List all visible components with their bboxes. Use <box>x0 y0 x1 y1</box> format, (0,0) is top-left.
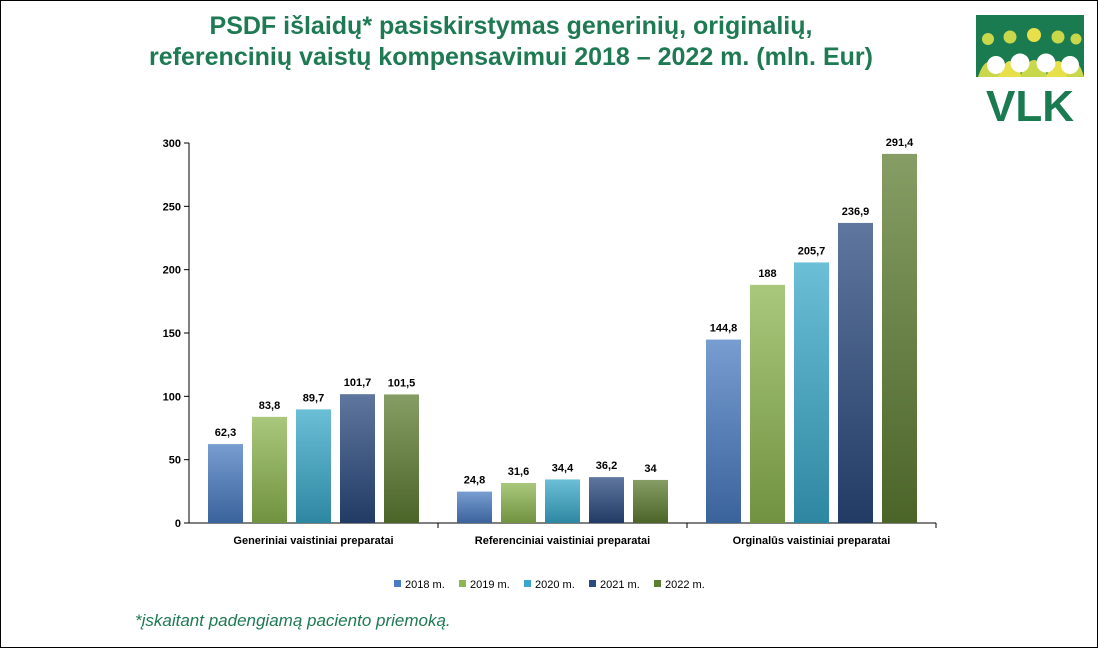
bar <box>501 482 536 523</box>
bar <box>706 339 741 523</box>
bar <box>633 479 668 523</box>
bar <box>838 222 873 523</box>
x-category-label: Generiniai vaistiniai preparatai <box>233 535 393 547</box>
y-tick-label: 250 <box>163 201 181 213</box>
legend-label: 2019 m. <box>470 579 510 591</box>
y-tick-label: 150 <box>163 328 181 340</box>
data-label: 205,7 <box>798 245 826 257</box>
data-label: 62,3 <box>215 427 236 439</box>
data-label: 36,2 <box>596 460 617 472</box>
y-tick-label: 100 <box>163 391 181 403</box>
bar <box>545 479 580 523</box>
chart-title: PSDF išlaidų* pasiskirstymas generinių, … <box>111 11 911 73</box>
legend-swatch <box>654 580 661 587</box>
logo-people-icon <box>978 28 1084 77</box>
data-label: 144,8 <box>710 323 738 335</box>
title-line-1: PSDF išlaidų* pasiskirstymas generinių, … <box>209 12 813 40</box>
bar <box>794 262 829 523</box>
data-label: 34,4 <box>552 462 574 474</box>
bar <box>750 284 785 523</box>
bar <box>340 394 375 523</box>
y-tick-label: 0 <box>175 518 181 530</box>
legend-swatch <box>524 580 531 587</box>
bar <box>457 491 492 523</box>
logo-text: VLK <box>986 82 1074 125</box>
footnote: *įskaitant padengiamą paciento priemoką. <box>135 611 451 630</box>
x-category-label: Orginalūs vaistiniai preparatai <box>733 535 891 547</box>
x-category-label: Referenciniai vaistiniai preparatai <box>475 535 650 547</box>
data-label: 101,7 <box>344 377 372 389</box>
bar <box>882 153 917 524</box>
data-label: 34 <box>644 463 657 475</box>
data-label: 188 <box>758 268 776 280</box>
data-label: 24,8 <box>464 475 485 487</box>
data-label: 31,6 <box>508 466 529 478</box>
vlk-logo: VLK <box>976 15 1084 125</box>
legend-swatch <box>589 580 596 587</box>
data-label: 291,4 <box>886 137 914 149</box>
legend-label: 2022 m. <box>665 579 705 591</box>
y-tick-label: 50 <box>169 455 181 467</box>
bar <box>252 416 287 523</box>
bar <box>589 477 624 523</box>
data-label: 89,7 <box>303 392 324 404</box>
y-tick-label: 200 <box>163 265 181 277</box>
title-line-2: referencinių vaistų kompensavimui 2018 –… <box>149 43 873 71</box>
data-label: 101,5 <box>388 377 416 389</box>
y-tick-label: 300 <box>163 138 181 150</box>
legend-label: 2018 m. <box>405 579 445 591</box>
bar <box>384 394 419 523</box>
legend-label: 2020 m. <box>535 579 575 591</box>
bar <box>296 409 331 523</box>
data-label: 236,9 <box>842 206 870 218</box>
legend-swatch <box>394 580 401 587</box>
legend-swatch <box>459 580 466 587</box>
legend-label: 2021 m. <box>600 579 640 591</box>
bar <box>208 444 243 523</box>
data-label: 83,8 <box>259 400 280 412</box>
